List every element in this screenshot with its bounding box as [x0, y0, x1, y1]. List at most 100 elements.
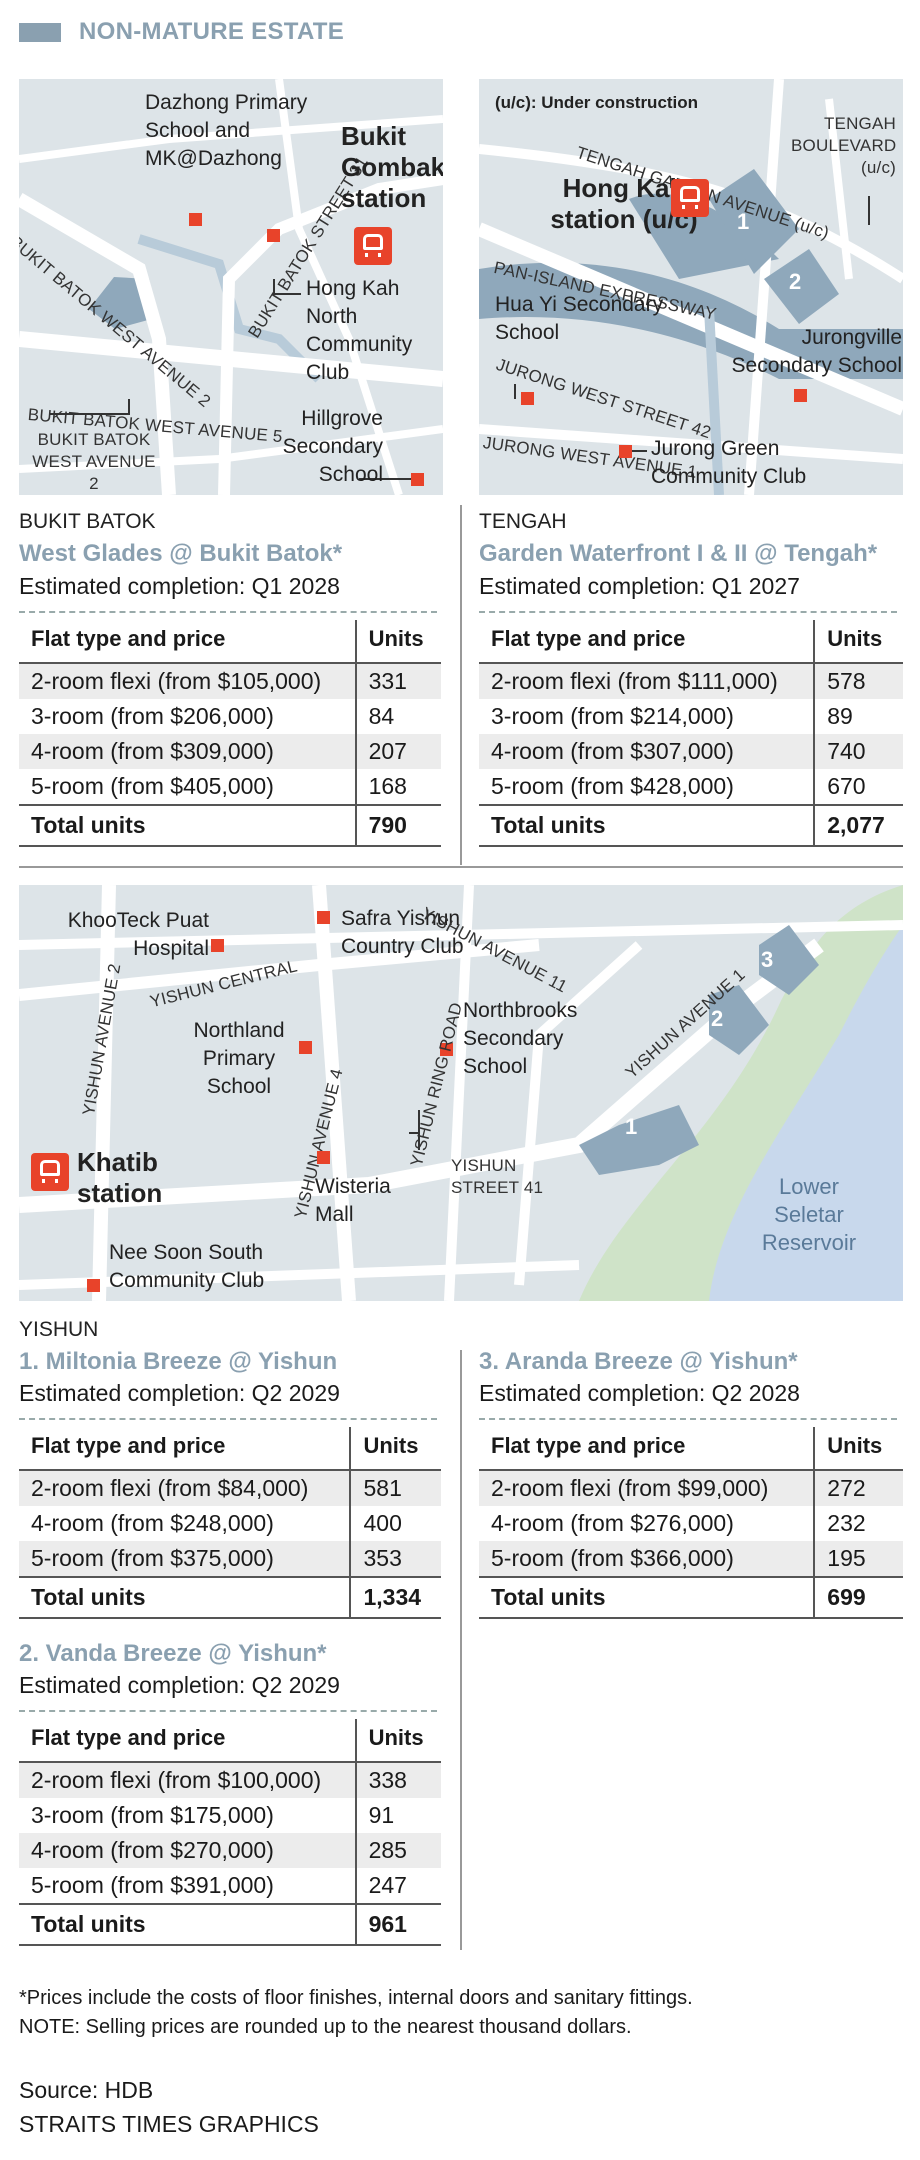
- place-wisteria: Wisteria Mall: [315, 1175, 391, 1226]
- block-number: 3: [761, 947, 774, 972]
- cell-type: 4-room (from $309,000): [19, 734, 356, 769]
- section-header: NON-MATURE ESTATE: [19, 17, 344, 47]
- road-label: YISHUN STREET 41: [451, 1156, 544, 1197]
- cell-type: 4-room (from $276,000): [491, 1510, 734, 1536]
- col-units: Units: [813, 1427, 903, 1471]
- divider: [19, 611, 437, 613]
- road-label: BUKIT BATOK WEST AVENUE 2: [32, 430, 156, 493]
- section-title: NON-MATURE ESTATE: [79, 18, 345, 45]
- col-units: Units: [354, 1719, 441, 1763]
- place-marker: [619, 445, 632, 458]
- col-units: Units: [354, 620, 441, 664]
- col-units: Units: [813, 620, 903, 664]
- col-type: Flat type and price: [479, 1427, 815, 1471]
- footnote-prices: *Prices include the costs of floor finis…: [19, 1987, 693, 2009]
- legend-uc: (u/c): Under construction: [495, 93, 699, 112]
- cell-units: 285: [354, 1833, 441, 1868]
- total-value: 699: [813, 1576, 903, 1619]
- column-divider: [460, 1350, 462, 1950]
- place-marker: [411, 473, 424, 486]
- cell-type: 4-room (from $307,000): [479, 734, 815, 769]
- place-dazhong: Dazhong Primary School and MK@Dazhong: [145, 91, 308, 170]
- place-khoo-teck-puat: KhooTeck Puat Hospital: [67, 909, 209, 960]
- total-value: 1,334: [349, 1576, 441, 1619]
- project-title: 1. Miltonia Breeze @ Yishun: [19, 1348, 338, 1375]
- yishun-map-roads: [19, 885, 903, 1301]
- place-marker: [87, 1279, 100, 1292]
- table-row: 5-room (from $366,000) 195: [479, 1541, 903, 1577]
- table-row: 2-room flexi (from $105,000) 331: [19, 663, 441, 699]
- tengah-map-roads: [479, 79, 903, 495]
- col-type: Flat type and price: [19, 620, 356, 664]
- cell-units: 581: [349, 1470, 441, 1506]
- project-title: Garden Waterfront I & II @ Tengah*: [479, 540, 878, 567]
- table-row: 2-room flexi (from $111,000) 578: [479, 663, 903, 699]
- divider: [19, 1710, 437, 1712]
- divider: [479, 611, 897, 613]
- table-header-row: Flat type and price Units: [19, 1427, 441, 1471]
- cell-type: 2-room flexi (from $84,000): [19, 1470, 351, 1506]
- cell-type: 4-room (from $270,000): [19, 1833, 356, 1868]
- place-marker: [299, 1041, 312, 1054]
- table-total-row: Total units 1,334: [19, 1576, 441, 1619]
- cell-type: 5-room (from $405,000): [31, 773, 274, 799]
- cell-type: 5-room (from $391,000): [31, 1872, 274, 1898]
- place-marker: [521, 392, 534, 405]
- cell-type: 2-room flexi (from $105,000): [19, 663, 356, 699]
- total-value: 961: [354, 1903, 441, 1946]
- table-row: 5-room (from $428,000) 670: [479, 769, 903, 805]
- place-marker: [317, 911, 330, 924]
- table-row: 5-room (from $391,000) 247: [19, 1868, 441, 1904]
- table-row: 2-room flexi (from $99,000) 272: [479, 1470, 903, 1506]
- yishun-map: KhooTeck Puat Hospital Safra Yishun Coun…: [19, 885, 903, 1301]
- place-safra: Safra Yishun Country Club: [341, 907, 464, 958]
- total-value: 2,077: [813, 804, 903, 847]
- table-header-row: Flat type and price Units: [479, 620, 903, 664]
- completion-date: Estimated completion: Q1 2028: [19, 573, 340, 599]
- place-marker: [267, 229, 280, 242]
- cell-type: 2-room flexi (from $100,000): [19, 1762, 356, 1798]
- place-marker: [317, 1151, 330, 1164]
- section-divider: [19, 866, 903, 868]
- cell-type: 2-room flexi (from $99,000): [479, 1470, 815, 1506]
- cell-type: 3-room (from $175,000): [31, 1802, 274, 1828]
- mrt-train-icon: [354, 227, 392, 265]
- mrt-train-icon: [671, 179, 709, 217]
- table-header-row: Flat type and price Units: [19, 620, 441, 664]
- bukit-batok-map: BUKIT BATOK WEST AVENUE 2 BUKIT BATOK ST…: [19, 79, 443, 495]
- table-row: 2-room flexi (from $84,000) 581: [19, 1470, 441, 1506]
- total-label: Total units: [19, 1903, 356, 1946]
- table-total-row: Total units 699: [479, 1576, 903, 1619]
- divider: [19, 1418, 437, 1420]
- bukit-gombak-station: Bukit Gombak station: [341, 121, 443, 213]
- place-jurongville: Jurongville Secondary School: [731, 326, 902, 377]
- total-label: Total units: [19, 1576, 351, 1619]
- estate-label: BUKIT BATOK: [19, 510, 156, 533]
- estate-label: YISHUN: [19, 1318, 99, 1341]
- bukit-batok-map-roads: [19, 79, 443, 495]
- place-marker: [440, 1043, 453, 1056]
- cell-units: 232: [813, 1506, 903, 1541]
- project-title: 2. Vanda Breeze @ Yishun*: [19, 1640, 327, 1667]
- graphics-credit: STRAITS TIMES GRAPHICS: [19, 2111, 319, 2137]
- project-title: West Glades @ Bukit Batok*: [19, 540, 343, 567]
- units-table: Flat type and price Units 2-room flexi (f…: [19, 1719, 441, 1946]
- road-label: TENGAH BOULEVARD (u/c): [791, 114, 897, 177]
- footnote-rounding: NOTE: Selling prices are rounded up to t…: [19, 2016, 632, 2038]
- total-value: 790: [354, 804, 441, 847]
- table-row: 4-room (from $309,000) 207: [19, 734, 441, 769]
- cell-type: 5-room (from $428,000): [491, 773, 734, 799]
- table-row: 4-room (from $307,000) 740: [479, 734, 903, 769]
- place-jurong-green: Jurong Green Community Club: [651, 437, 807, 488]
- source-credit: Source: HDB: [19, 2077, 154, 2103]
- table-row: 3-room (from $214,000) 89: [479, 699, 903, 734]
- divider: [479, 1418, 897, 1420]
- cell-units: 195: [813, 1541, 903, 1577]
- table-row: 3-room (from $206,000) 84: [19, 699, 441, 734]
- cell-type: 3-room (from $214,000): [491, 703, 734, 729]
- cell-units: 247: [354, 1868, 441, 1904]
- table-row: 2-room flexi (from $100,000) 338: [19, 1762, 441, 1798]
- table-row: 4-room (from $270,000) 285: [19, 1833, 441, 1868]
- place-marker: [211, 939, 224, 952]
- khatib-station: Khatib station: [77, 1147, 163, 1208]
